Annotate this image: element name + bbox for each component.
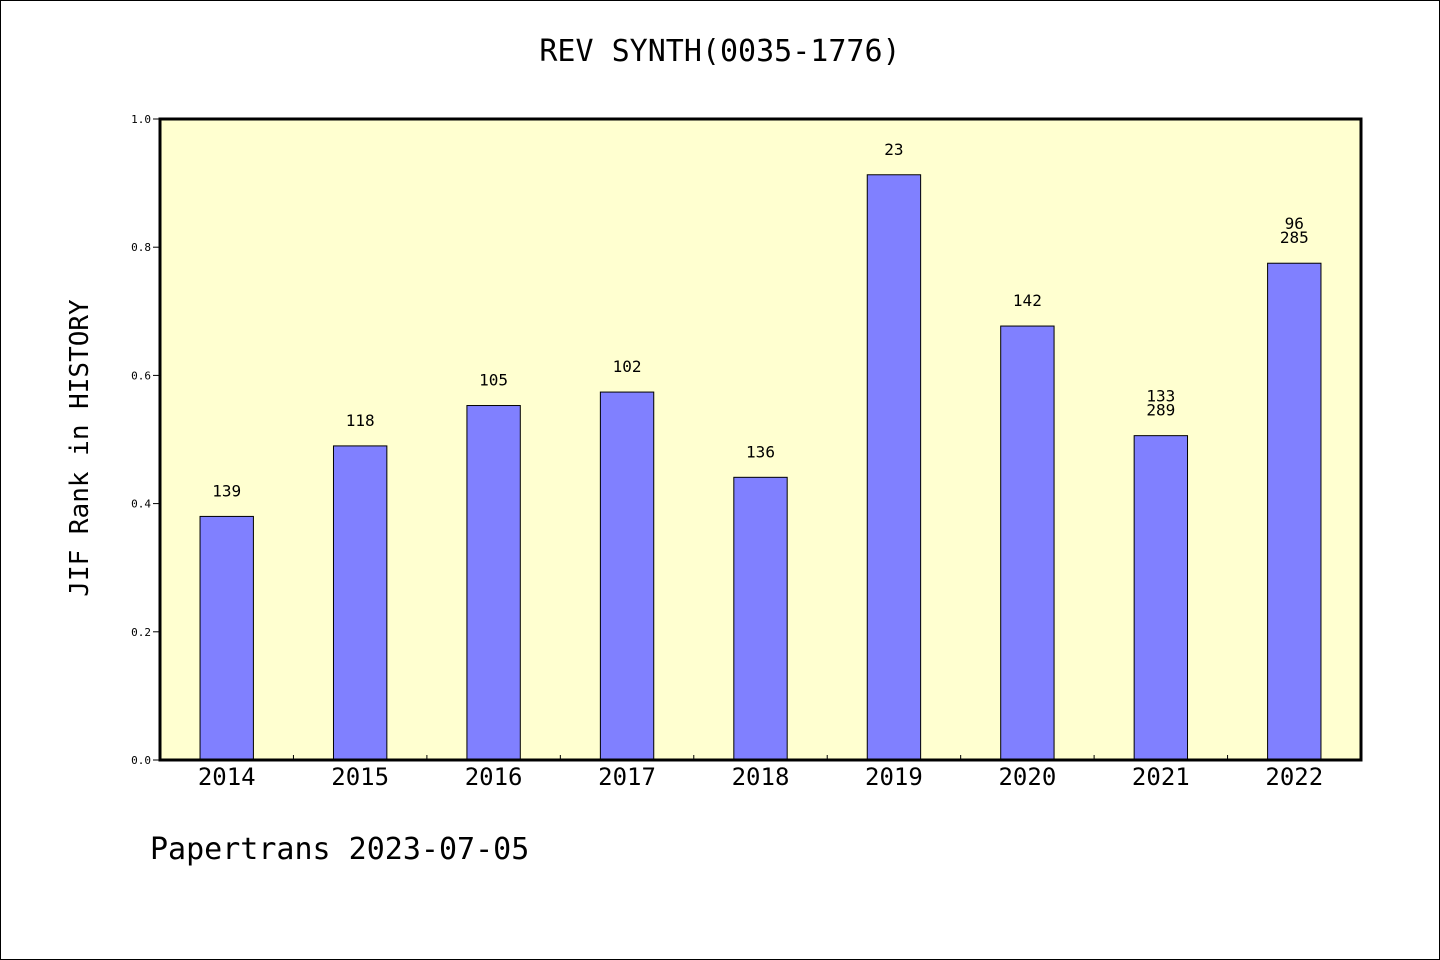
footer-credit: Papertrans 2023-07-05	[150, 832, 530, 867]
x-tick-label-2021: 2021	[1132, 763, 1190, 791]
data-label-2018: 136	[746, 442, 775, 461]
chart-title: REV SYNTH(0035-1776)	[539, 34, 901, 69]
bar-2017	[599, 391, 655, 761]
bar-2022	[1267, 262, 1322, 761]
x-tick-label-2014: 2014	[198, 763, 256, 791]
data-label-2021-1: 133	[1146, 387, 1175, 406]
bar-2014	[199, 515, 254, 761]
y-tick-label: 0.8	[131, 241, 151, 254]
data-label-2017: 102	[613, 357, 642, 376]
bar-2015	[332, 445, 388, 761]
plot-border	[158, 117, 1363, 762]
bar-2018	[733, 476, 788, 761]
data-label-2020: 142	[1013, 291, 1042, 310]
x-tick-label-2017: 2017	[598, 763, 656, 791]
bar-2020	[1000, 325, 1055, 761]
x-tick-label-2016: 2016	[465, 763, 523, 791]
bars	[199, 174, 1322, 761]
x-tick-label-2015: 2015	[331, 763, 389, 791]
bar-2019	[866, 174, 922, 761]
data-label-2014: 139	[212, 481, 241, 500]
x-tick-label-2020: 2020	[998, 763, 1056, 791]
y-tick-label: 0.6	[131, 369, 151, 382]
x-tick-label-2019: 2019	[865, 763, 923, 791]
y-tick-label: 0.4	[131, 498, 151, 511]
x-tick-label-2022: 2022	[1265, 763, 1323, 791]
data-label-2022-1: 96	[1285, 214, 1304, 233]
bar-2021	[1133, 435, 1189, 761]
y-tick-label: 0.0	[131, 754, 151, 767]
x-tick-label-2018: 2018	[732, 763, 790, 791]
data-label-2015: 118	[346, 411, 375, 430]
axes: 2014 2015 2016 2017 2018 2019 2020 2021 2022 0.0 0…	[131, 113, 1323, 791]
y-tick-label: 1.0	[131, 113, 151, 126]
bar-2016	[466, 405, 521, 761]
data-label-2022-2: 285	[1280, 228, 1309, 247]
y-tick-label: 0.2	[131, 626, 151, 639]
data-label-2019: 23	[884, 140, 903, 159]
data-label-2016: 105	[479, 371, 508, 390]
data-label-2021-2: 289	[1146, 401, 1175, 420]
